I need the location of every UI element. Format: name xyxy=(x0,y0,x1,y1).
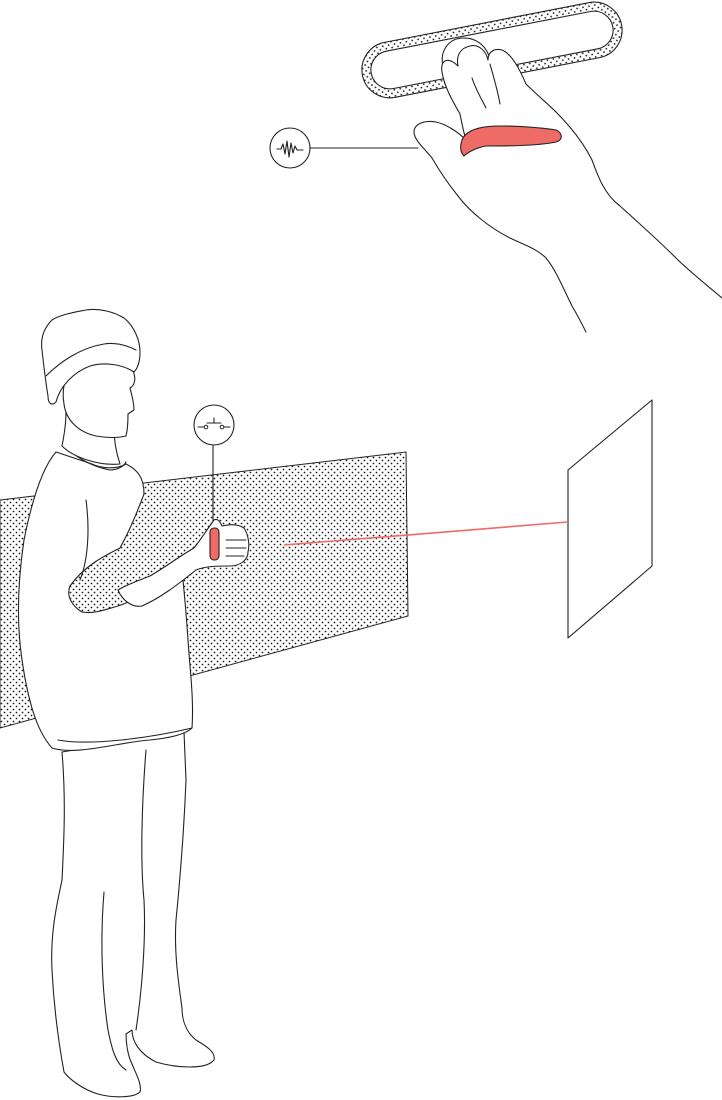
top-hand-outline xyxy=(413,45,722,333)
switch-icon xyxy=(193,404,235,446)
person-legs xyxy=(51,731,215,1098)
top-ring-band xyxy=(460,125,562,157)
waveform-icon xyxy=(269,127,311,169)
person-sweater-hem xyxy=(57,727,193,743)
top-hand-finger-line-2 xyxy=(489,63,501,105)
person-beanie xyxy=(41,308,141,405)
touch-strip-scene xyxy=(269,1,722,333)
person-sleeve-crease xyxy=(79,499,89,581)
top-hand-finger-line-1 xyxy=(471,77,487,109)
person-ring-band xyxy=(209,527,220,561)
target-screen xyxy=(567,399,653,639)
pointing-scene xyxy=(0,308,653,1098)
person-leg-split xyxy=(135,749,147,1031)
top-hand xyxy=(413,37,722,333)
person-beanie-cuff xyxy=(45,342,137,377)
person-knuckles xyxy=(225,539,247,557)
person-figure xyxy=(17,308,250,1098)
pointer-beam xyxy=(283,521,569,546)
person-inner-leg xyxy=(101,891,127,1071)
